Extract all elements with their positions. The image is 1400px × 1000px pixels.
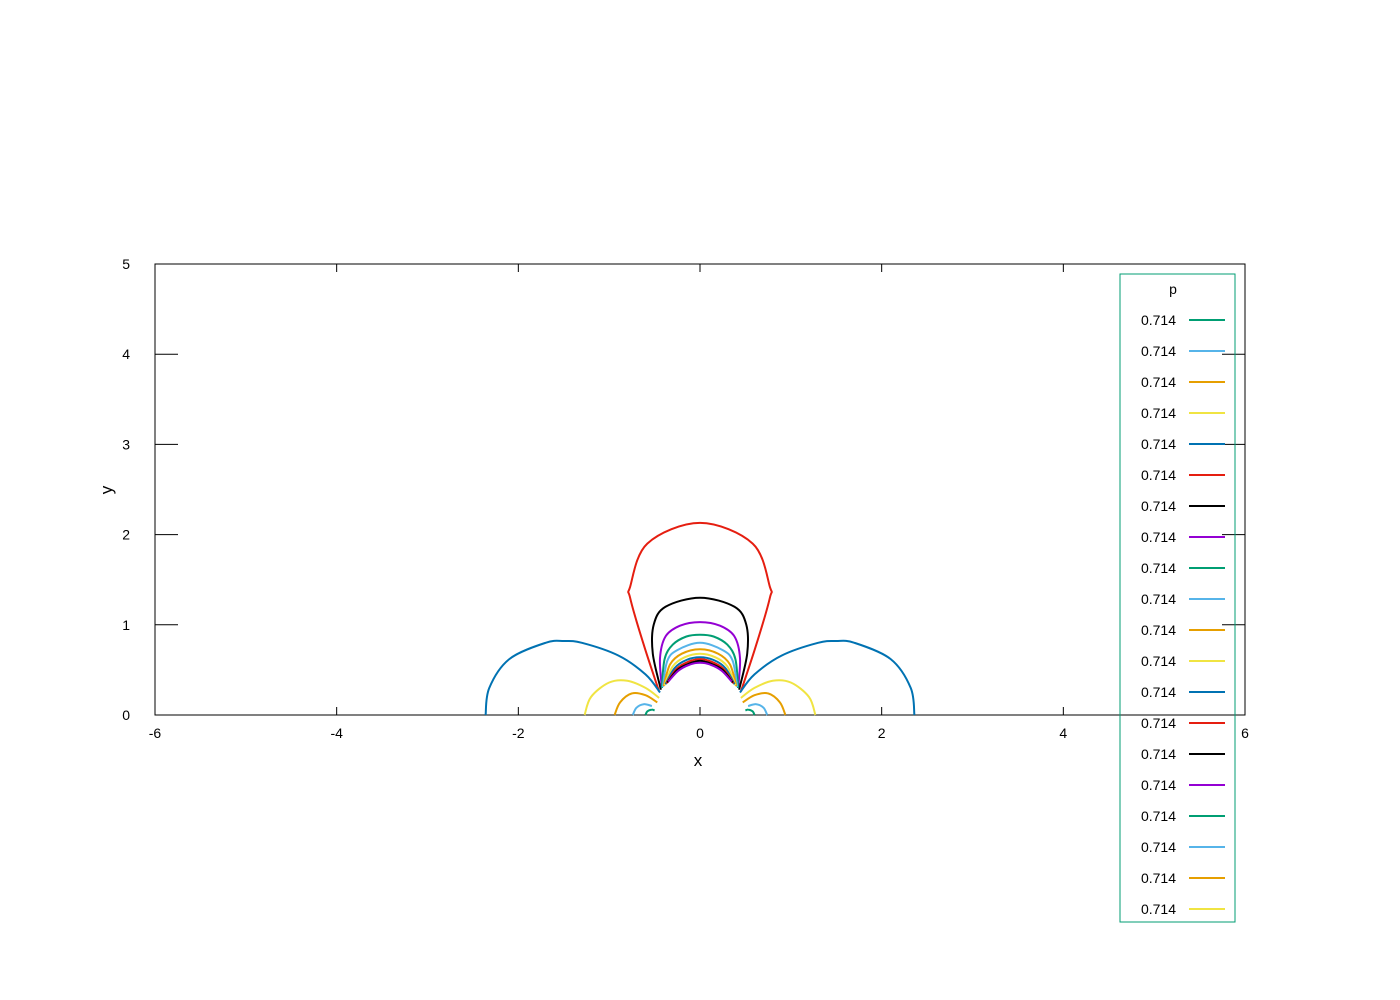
- contour-line-top-lobe: [661, 641, 739, 688]
- plot-border: [154, 263, 1246, 716]
- x-tick-label: 4: [1059, 725, 1067, 741]
- contour-line-top-lobe: [662, 648, 738, 687]
- legend-entry-label: 0.714: [1141, 560, 1176, 576]
- curve-group: [484, 521, 916, 716]
- axes: -6 -4 -2 0 2 4 6 0 1 2 3 4 5: [122, 256, 1249, 741]
- legend-entry-label: 0.714: [1141, 870, 1176, 886]
- plot-frame: [154, 263, 1246, 716]
- legend-entry-label: 0.714: [1141, 312, 1176, 328]
- contour-line-top-lobe: [663, 652, 737, 686]
- legend-entries: 0.714 0.714 0.714 0.714 0.714 0.714 0.714 0.714…: [1141, 312, 1225, 917]
- contour-line-top-lobe: [658, 621, 742, 688]
- contour-line-side-lobe: [739, 639, 916, 716]
- legend-entry-label: 0.714: [1141, 405, 1176, 421]
- legend-entry-label: 0.714: [1141, 777, 1176, 793]
- x-axis-label: x: [694, 751, 703, 770]
- legend-entry-label: 0.714: [1141, 901, 1176, 917]
- contour-line-side-lobe: [742, 691, 787, 716]
- legend-entry-label: 0.714: [1141, 622, 1176, 638]
- contour-line-top-lobe: [651, 596, 749, 690]
- x-tick-label: -6: [149, 725, 162, 741]
- contour-line-side-lobe: [613, 691, 658, 716]
- legend-entry-label: 0.714: [1141, 343, 1176, 359]
- legend-entry-label: 0.714: [1141, 653, 1176, 669]
- legend-entry-label: 0.714: [1141, 715, 1176, 731]
- contour-line-top-lobe: [660, 633, 740, 688]
- legend: p 0.7140.7140.7140.7140.7140.7140.7140.7…: [1119, 273, 1236, 923]
- contour-line-top-lobe: [627, 521, 773, 692]
- contour-line-side-lobe: [484, 639, 661, 716]
- legend-entry-label: 0.714: [1141, 839, 1176, 855]
- x-tick-label: 2: [878, 725, 886, 741]
- y-axis-label: y: [97, 485, 116, 494]
- y-tick-label: 3: [122, 436, 130, 452]
- contour-line-side-lobe: [583, 679, 660, 716]
- y-tick-label: 5: [122, 256, 130, 272]
- legend-title: p: [1169, 281, 1177, 297]
- legend-entry-label: 0.714: [1141, 591, 1176, 607]
- legend-entry-label: 0.714: [1141, 374, 1176, 390]
- legend-entry-label: 0.714: [1141, 684, 1176, 700]
- y-tick-label: 2: [122, 527, 130, 543]
- legend-entry-label: 0.714: [1141, 467, 1176, 483]
- legend-entry-label: 0.714: [1141, 498, 1176, 514]
- legend-entry-label: 0.714: [1141, 529, 1176, 545]
- x-tick-label: 6: [1241, 725, 1249, 741]
- contour-line-top-lobe: [667, 661, 733, 683]
- legend-entry-label: 0.714: [1141, 808, 1176, 824]
- x-tick-label: -4: [330, 725, 343, 741]
- contour-line-side-lobe: [744, 708, 756, 716]
- legend-box: [1119, 273, 1236, 923]
- legend-entry-label: 0.714: [1141, 746, 1176, 762]
- contour-line-side-lobe: [631, 703, 653, 716]
- y-tick-label: 0: [122, 707, 130, 723]
- contour-line-side-lobe: [747, 703, 769, 716]
- contour-line-top-lobe: [664, 656, 736, 685]
- legend-entry-label: 0.714: [1141, 436, 1176, 452]
- contour-line-top-lobe: [666, 659, 734, 684]
- contour-line-side-lobe: [740, 679, 817, 716]
- x-tick-label: -2: [512, 725, 525, 741]
- contour-line-top-lobe: [665, 658, 735, 684]
- contour-line-side-lobe: [644, 708, 656, 716]
- y-tick-label: 4: [122, 346, 130, 362]
- x-tick-label: 0: [696, 725, 704, 741]
- y-tick-label: 1: [122, 617, 130, 633]
